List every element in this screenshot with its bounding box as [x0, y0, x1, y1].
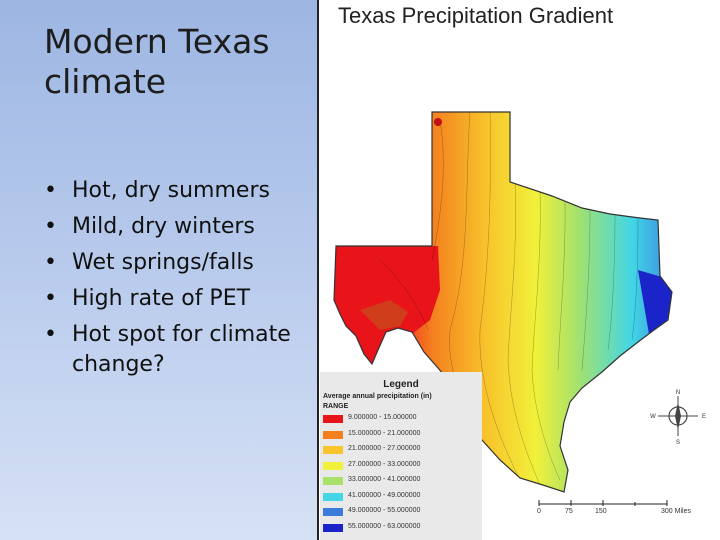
scale-label: 0 — [537, 508, 541, 515]
legend-label: 21.000000 - 27.000000 — [348, 445, 421, 452]
legend-item: 49.000000 - 55.000000 — [323, 506, 481, 518]
legend-item: 15.000000 - 21.000000 — [323, 429, 481, 441]
compass-east-label: E — [702, 414, 706, 420]
compass-north-label: N — [676, 390, 680, 396]
legend-item: 21.000000 - 27.000000 — [323, 444, 481, 456]
legend-label: 41.000000 - 49.000000 — [348, 491, 421, 499]
legend-swatch — [323, 477, 343, 485]
legend-item: 33.000000 - 41.000000 — [323, 475, 481, 487]
compass-west-label: W — [650, 414, 656, 420]
legend-swatch — [323, 508, 343, 516]
legend-label: 9.000000 - 15.000000 — [348, 414, 417, 421]
scale-bar: 0 75 150 300 Miles — [535, 500, 705, 524]
legend-swatch — [323, 461, 343, 470]
compass-south-label: S — [676, 440, 680, 444]
legend-item: 55.000000 - 63.000000 — [323, 522, 481, 534]
legend-label: 49.000000 - 55.000000 — [348, 507, 421, 514]
legend-swatch — [323, 523, 343, 532]
bullet-item: Hot spot for climate change? — [44, 320, 316, 380]
bullet-item: High rate of PET — [44, 284, 316, 314]
left-panel: Modern Texas climate Hot, dry summers Mi… — [0, 0, 318, 540]
bullet-item: Hot, dry summers — [44, 176, 316, 206]
scale-bar-graphic — [538, 500, 668, 506]
scale-label: 300 Miles — [661, 508, 691, 515]
map-title: Texas Precipitation Gradient — [338, 3, 614, 28]
bullet-item: Wet springs/falls — [44, 248, 316, 278]
legend-item: 9.000000 - 15.000000 — [323, 413, 481, 425]
compass-rose-icon: N S E W — [650, 390, 706, 444]
legend-subtitle: Average annual precipitation (in) — [323, 393, 432, 400]
legend-title: Legend — [383, 379, 419, 390]
scale-label: 150 — [595, 508, 607, 515]
legend-item: 41.000000 - 49.000000 — [323, 491, 481, 503]
legend-label: 27.000000 - 33.000000 — [348, 460, 421, 468]
legend-range-label: RANGE — [323, 403, 349, 410]
bullet-list: Hot, dry summers Mild, dry winters Wet s… — [44, 176, 316, 386]
legend-swatch — [323, 415, 343, 423]
legend-item: 27.000000 - 33.000000 — [323, 460, 481, 472]
legend-label: 55.000000 - 63.000000 — [348, 522, 421, 530]
legend-swatch — [323, 446, 343, 454]
slide-title: Modern Texas climate — [44, 22, 270, 101]
bullet-item: Mild, dry winters — [44, 212, 316, 242]
legend-swatch — [323, 492, 343, 501]
panel-divider — [317, 0, 319, 540]
map-legend: Legend Average annual precipitation (in)… — [320, 372, 482, 540]
scale-label: 75 — [565, 508, 573, 515]
legend-swatch — [323, 430, 343, 439]
legend-label: 33.000000 - 41.000000 — [348, 476, 421, 483]
legend-label: 15.000000 - 21.000000 — [348, 429, 421, 437]
